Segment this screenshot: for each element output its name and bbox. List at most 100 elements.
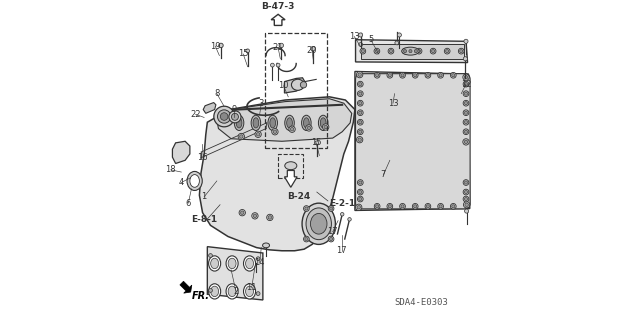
Ellipse shape	[358, 110, 363, 115]
Ellipse shape	[417, 49, 420, 53]
Ellipse shape	[324, 125, 328, 129]
Ellipse shape	[359, 83, 362, 86]
Ellipse shape	[358, 42, 362, 46]
Text: 2: 2	[233, 286, 239, 296]
Ellipse shape	[416, 48, 422, 54]
Ellipse shape	[209, 288, 212, 292]
Polygon shape	[271, 14, 285, 26]
Ellipse shape	[425, 72, 431, 78]
Ellipse shape	[359, 197, 362, 201]
Ellipse shape	[463, 129, 469, 135]
Ellipse shape	[252, 213, 258, 219]
Polygon shape	[356, 40, 468, 63]
Polygon shape	[284, 170, 297, 187]
Ellipse shape	[389, 49, 392, 53]
Ellipse shape	[388, 74, 392, 77]
Ellipse shape	[413, 205, 417, 208]
Polygon shape	[200, 97, 355, 251]
Ellipse shape	[465, 130, 468, 133]
Ellipse shape	[463, 189, 469, 195]
Ellipse shape	[403, 49, 406, 53]
Ellipse shape	[376, 205, 379, 208]
Ellipse shape	[376, 74, 379, 77]
Ellipse shape	[303, 118, 309, 128]
Text: 1: 1	[202, 192, 207, 201]
Ellipse shape	[464, 75, 468, 79]
Ellipse shape	[226, 284, 238, 299]
Ellipse shape	[319, 115, 328, 130]
Ellipse shape	[276, 63, 280, 67]
Ellipse shape	[303, 236, 309, 242]
Ellipse shape	[361, 49, 364, 53]
Ellipse shape	[465, 121, 468, 124]
Ellipse shape	[209, 284, 221, 299]
Text: 22: 22	[190, 110, 201, 119]
Ellipse shape	[465, 111, 468, 114]
Text: 17: 17	[328, 227, 338, 236]
Ellipse shape	[360, 48, 365, 54]
Ellipse shape	[464, 39, 468, 43]
Ellipse shape	[413, 74, 417, 77]
Ellipse shape	[359, 111, 362, 114]
Text: E-8-1: E-8-1	[191, 215, 217, 225]
Ellipse shape	[251, 115, 260, 130]
Text: 9: 9	[231, 105, 236, 114]
Ellipse shape	[211, 258, 219, 269]
Ellipse shape	[311, 46, 316, 51]
Ellipse shape	[359, 121, 362, 124]
Ellipse shape	[209, 254, 212, 257]
Ellipse shape	[253, 118, 259, 128]
Ellipse shape	[218, 110, 231, 123]
Ellipse shape	[452, 74, 455, 77]
Ellipse shape	[425, 204, 431, 209]
Ellipse shape	[458, 48, 464, 54]
Ellipse shape	[388, 48, 394, 54]
Ellipse shape	[305, 237, 308, 241]
Ellipse shape	[426, 74, 429, 77]
Text: 18: 18	[166, 165, 176, 174]
Ellipse shape	[452, 205, 455, 208]
Text: 15: 15	[238, 49, 248, 58]
Text: FR.: FR.	[191, 291, 209, 301]
Ellipse shape	[465, 203, 468, 206]
Ellipse shape	[268, 115, 278, 130]
Ellipse shape	[358, 129, 363, 135]
Ellipse shape	[439, 74, 442, 77]
Ellipse shape	[399, 72, 405, 78]
Ellipse shape	[439, 205, 442, 208]
Text: 13: 13	[388, 99, 398, 108]
Ellipse shape	[358, 119, 363, 125]
Ellipse shape	[219, 43, 223, 48]
Ellipse shape	[451, 72, 456, 78]
Ellipse shape	[465, 102, 468, 105]
Ellipse shape	[211, 286, 219, 297]
Ellipse shape	[463, 202, 470, 208]
Ellipse shape	[301, 115, 311, 130]
Ellipse shape	[463, 100, 469, 106]
Ellipse shape	[358, 138, 362, 141]
Ellipse shape	[465, 197, 468, 201]
Polygon shape	[217, 99, 352, 141]
Text: 8: 8	[214, 89, 220, 98]
Ellipse shape	[465, 181, 468, 184]
Text: 4: 4	[179, 178, 184, 187]
Ellipse shape	[291, 128, 294, 131]
Ellipse shape	[388, 205, 392, 208]
Ellipse shape	[328, 206, 334, 211]
Ellipse shape	[253, 214, 257, 218]
Ellipse shape	[463, 74, 469, 80]
Ellipse shape	[267, 214, 273, 221]
Ellipse shape	[399, 204, 405, 209]
Ellipse shape	[330, 207, 333, 210]
FancyBboxPatch shape	[356, 74, 470, 209]
Ellipse shape	[255, 131, 261, 137]
Ellipse shape	[465, 190, 468, 194]
Ellipse shape	[426, 205, 429, 208]
Text: 5: 5	[368, 35, 373, 44]
Ellipse shape	[268, 216, 271, 219]
Ellipse shape	[236, 118, 242, 128]
Ellipse shape	[320, 118, 326, 128]
Ellipse shape	[465, 83, 468, 86]
Ellipse shape	[303, 206, 309, 211]
Text: 10: 10	[278, 81, 289, 90]
